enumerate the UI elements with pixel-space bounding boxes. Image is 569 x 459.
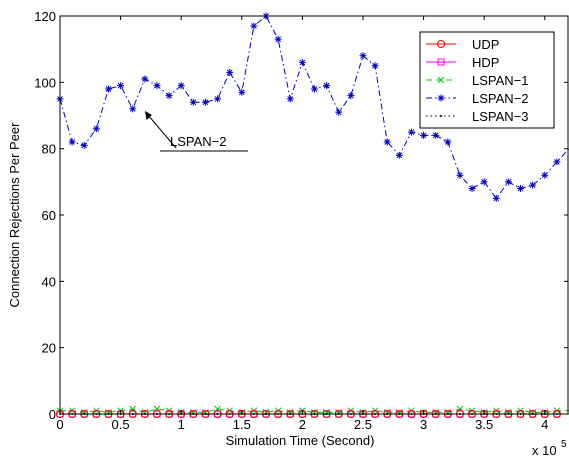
legend-swatch-marker: [437, 76, 445, 84]
data-point-lspan-2: [92, 125, 100, 133]
y-axis-label: Connection Rejections Per Peer: [7, 122, 22, 308]
data-point-lspan-2: [347, 92, 355, 100]
x-tick-label: 1: [178, 417, 185, 432]
x-axis-label: Simulation Time (Second): [226, 433, 375, 448]
x-multiplier-label: x 10: [532, 443, 557, 458]
data-point-lspan-2: [420, 131, 428, 139]
x-tick-label: 2.5: [354, 417, 372, 432]
data-point-lspan-2: [432, 131, 440, 139]
y-tick-label: 80: [42, 142, 56, 157]
legend-label: LSPAN−2: [472, 91, 529, 106]
legend-swatch-marker: [440, 115, 442, 117]
legend-label: LSPAN−1: [472, 73, 529, 88]
y-axis: 0 20 40 60 80 100 120: [34, 9, 568, 422]
data-point-lspan-2: [286, 95, 294, 103]
data-point-lspan-2: [468, 184, 476, 192]
data-point-lspan-2: [238, 88, 246, 96]
data-point-lspan-2: [529, 181, 537, 189]
x-axis: 0 0.5 1 1.5 2 2.5 3 3.5 4: [56, 16, 548, 432]
data-point-lspan-2: [117, 82, 125, 90]
data-point-lspan-2: [177, 82, 185, 90]
x-tick-label: 3.5: [475, 417, 493, 432]
x-tick-label: 4: [541, 417, 548, 432]
data-point-lspan-2: [456, 171, 464, 179]
legend-label: LSPAN−3: [472, 109, 529, 124]
data-point-lspan-2: [492, 194, 500, 202]
data-point-lspan-2: [395, 151, 403, 159]
y-tick-label: 40: [42, 274, 56, 289]
legend: UDP HDP LSPAN−1 LSPAN−2 LSPAN−3: [419, 31, 555, 129]
data-point-lspan-2: [104, 85, 112, 93]
data-point-lspan-2: [153, 82, 161, 90]
data-point-lspan-2: [553, 158, 561, 166]
data-point-lspan-2: [407, 128, 415, 136]
data-point-lspan-2: [129, 105, 137, 113]
legend-item-udp: UDP: [426, 37, 499, 52]
x-multiplier: x 10 5: [532, 439, 567, 458]
legend-label: UDP: [472, 37, 499, 52]
legend-label: HDP: [472, 55, 499, 70]
data-point-lspan-2: [517, 184, 525, 192]
x-tick-label: 0.5: [112, 417, 130, 432]
data-point-lspan-2: [165, 92, 173, 100]
annotation: LSPAN−2: [145, 111, 248, 152]
x-multiplier-exponent: 5: [561, 439, 567, 450]
legend-swatch-marker: [437, 40, 445, 48]
data-point-lspan-2: [80, 141, 88, 149]
annotation-text: LSPAN−2: [170, 134, 227, 149]
data-point-lspan-2: [541, 171, 549, 179]
data-point-lspan-2: [141, 75, 149, 83]
data-point-lspan-2: [335, 108, 343, 116]
y-tick-label: 100: [34, 75, 56, 90]
data-point-lspan-2: [480, 178, 488, 186]
data-point-lspan-2: [504, 178, 512, 186]
data-point-lspan-2: [298, 58, 306, 66]
legend-item-lspan-3: LSPAN−3: [426, 109, 529, 124]
data-point-lspan-2: [201, 98, 209, 106]
data-point-lspan-2: [214, 95, 222, 103]
data-point-lspan-2: [274, 35, 282, 43]
x-tick-label: 1.5: [233, 417, 251, 432]
legend-swatch-marker: [437, 94, 445, 102]
legend-swatch-marker: [437, 58, 445, 66]
y-tick-label: 60: [42, 208, 56, 223]
legend-box: [419, 31, 555, 129]
annotation-arrowhead: [145, 111, 152, 120]
x-tick-label: 2: [299, 417, 306, 432]
data-point-lspan-2: [311, 85, 318, 93]
x-tick-label: 3: [420, 417, 427, 432]
x-tick-label: 0: [56, 417, 63, 432]
y-tick-label: 20: [42, 341, 56, 356]
data-point-lspan-2: [189, 98, 197, 106]
legend-item-hdp: HDP: [426, 55, 499, 70]
legend-item-lspan-2: LSPAN−2: [426, 91, 529, 106]
series-lspan-2: [56, 12, 569, 202]
data-point-lspan-2: [383, 138, 391, 146]
y-tick-label: 120: [34, 9, 56, 24]
legend-item-lspan-1: LSPAN−1: [426, 73, 529, 88]
data-point-lspan-2: [359, 52, 367, 60]
data-point-lspan-2: [323, 82, 331, 90]
data-point-lspan-2: [371, 62, 379, 70]
y-tick-label: 0: [49, 407, 56, 422]
annotation-arrow-line: [147, 114, 177, 149]
data-point-lspan-2: [226, 68, 234, 76]
data-point-lspan-2: [250, 22, 258, 30]
data-point-lspan-2: [444, 138, 452, 146]
data-point-lspan-2: [68, 138, 76, 146]
